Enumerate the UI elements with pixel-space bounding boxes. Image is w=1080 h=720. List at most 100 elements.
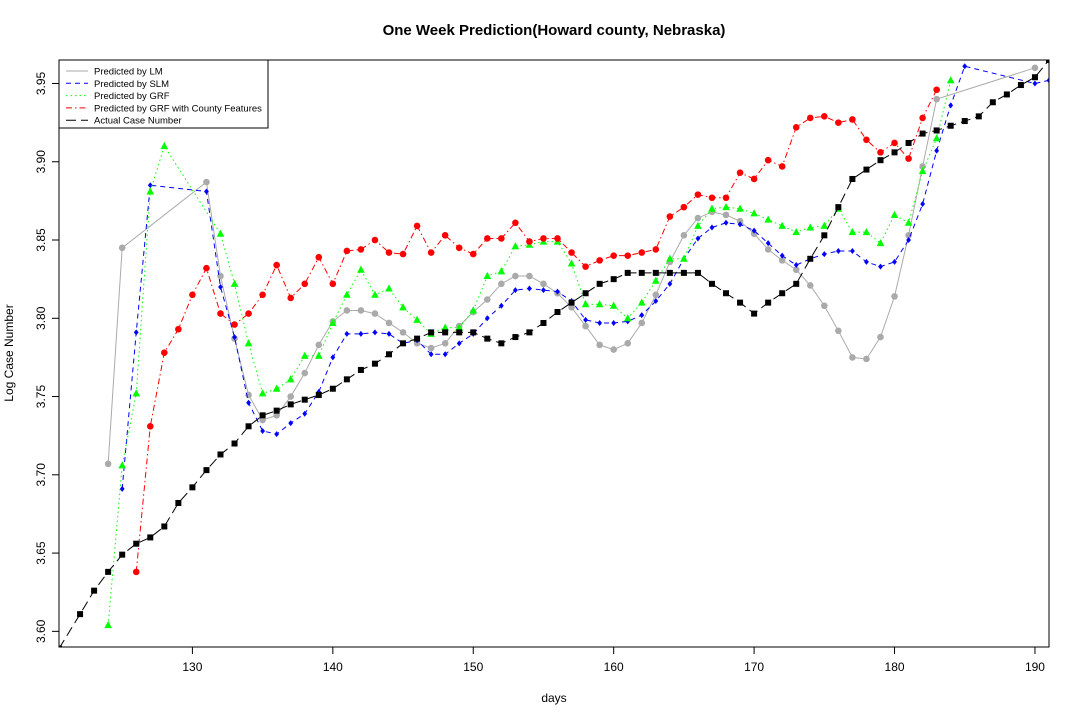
- data-point: [722, 194, 730, 202]
- data-point: [1003, 91, 1010, 98]
- data-point: [806, 114, 814, 122]
- data-point: [59, 645, 62, 647]
- data-point: [793, 280, 800, 287]
- data-point: [821, 113, 828, 120]
- data-point: [568, 304, 575, 311]
- data-point: [385, 249, 393, 256]
- data-point: [344, 330, 350, 337]
- data-point: [736, 217, 744, 225]
- data-point: [541, 287, 546, 294]
- data-point: [104, 620, 112, 629]
- data-point: [118, 461, 126, 469]
- data-point: [386, 330, 392, 337]
- data-point: [1032, 80, 1038, 87]
- data-point: [610, 252, 617, 259]
- data-point: [568, 299, 575, 306]
- legend-entry: Predicted by GRF: [94, 91, 170, 102]
- data-point: [497, 267, 506, 275]
- data-point: [246, 399, 251, 406]
- series-line: [107, 80, 952, 626]
- data-point: [596, 280, 603, 287]
- data-point: [498, 280, 505, 288]
- data-point: [413, 340, 421, 347]
- data-point: [498, 340, 505, 347]
- data-point: [666, 269, 673, 276]
- data-point: [708, 204, 716, 212]
- data-point: [611, 319, 617, 326]
- data-point: [526, 272, 533, 280]
- data-point: [652, 269, 659, 276]
- data-point: [624, 269, 631, 276]
- data-point: [371, 236, 379, 244]
- data-point: [399, 303, 407, 311]
- data-point: [133, 329, 139, 336]
- data-point: [652, 246, 660, 253]
- data-point: [694, 221, 702, 229]
- data-point: [863, 136, 870, 144]
- data-point: [441, 340, 449, 347]
- data-point: [946, 76, 955, 84]
- data-point: [385, 284, 393, 292]
- data-point: [511, 242, 520, 250]
- data-point: [610, 346, 617, 353]
- data-point: [258, 389, 267, 397]
- data-point: [498, 302, 504, 309]
- data-point: [878, 263, 883, 270]
- data-point: [512, 272, 519, 280]
- data-point: [906, 237, 911, 244]
- data-point: [680, 254, 688, 262]
- data-point: [118, 244, 126, 252]
- data-point: [876, 238, 885, 247]
- series-line: [107, 67, 1036, 464]
- data-point: [132, 568, 140, 576]
- data-point: [624, 340, 632, 347]
- data-point: [428, 329, 435, 336]
- data-point: [272, 384, 281, 392]
- data-point: [245, 310, 252, 317]
- x-tick-label: 190: [1025, 660, 1045, 674]
- data-point: [300, 351, 309, 359]
- data-point: [259, 416, 266, 424]
- data-point: [905, 232, 912, 239]
- data-point: [540, 319, 547, 326]
- data-point: [161, 523, 168, 530]
- data-point: [751, 310, 758, 317]
- data-point: [469, 306, 478, 314]
- legend-entry: Predicted by SLM: [94, 79, 169, 90]
- data-point: [245, 423, 252, 430]
- series-line: [135, 89, 938, 572]
- data-point: [765, 240, 771, 247]
- data-point: [581, 299, 590, 308]
- x-tick-label: 130: [182, 660, 202, 674]
- data-point: [189, 291, 196, 299]
- y-tick-label: 3.65: [34, 541, 48, 565]
- data-point: [848, 227, 857, 236]
- data-point: [835, 204, 842, 211]
- data-point: [890, 210, 899, 218]
- data-point: [357, 307, 365, 314]
- data-point: [835, 119, 842, 126]
- x-axis-label: days: [541, 691, 566, 705]
- data-point: [427, 344, 435, 352]
- y-tick-label: 3.80: [34, 306, 48, 330]
- data-point: [891, 149, 898, 156]
- data-point: [203, 264, 210, 272]
- data-point: [723, 290, 730, 297]
- data-point: [652, 276, 660, 284]
- plot-frame: [58, 59, 1050, 648]
- data-point: [765, 299, 772, 306]
- data-point: [358, 330, 364, 337]
- data-point: [609, 301, 618, 309]
- data-point: [722, 211, 730, 219]
- data-point: [301, 369, 309, 377]
- data-point: [582, 263, 589, 270]
- data-point: [694, 214, 702, 222]
- y-axis: 3.60 3.65 3.70 3.75 3.80 3.85 3.90 3.95: [34, 71, 59, 643]
- data-point: [807, 255, 814, 262]
- data-point: [708, 194, 716, 202]
- data-point: [637, 298, 646, 306]
- data-point: [204, 188, 209, 195]
- data-point: [330, 354, 336, 361]
- data-point: [175, 325, 182, 333]
